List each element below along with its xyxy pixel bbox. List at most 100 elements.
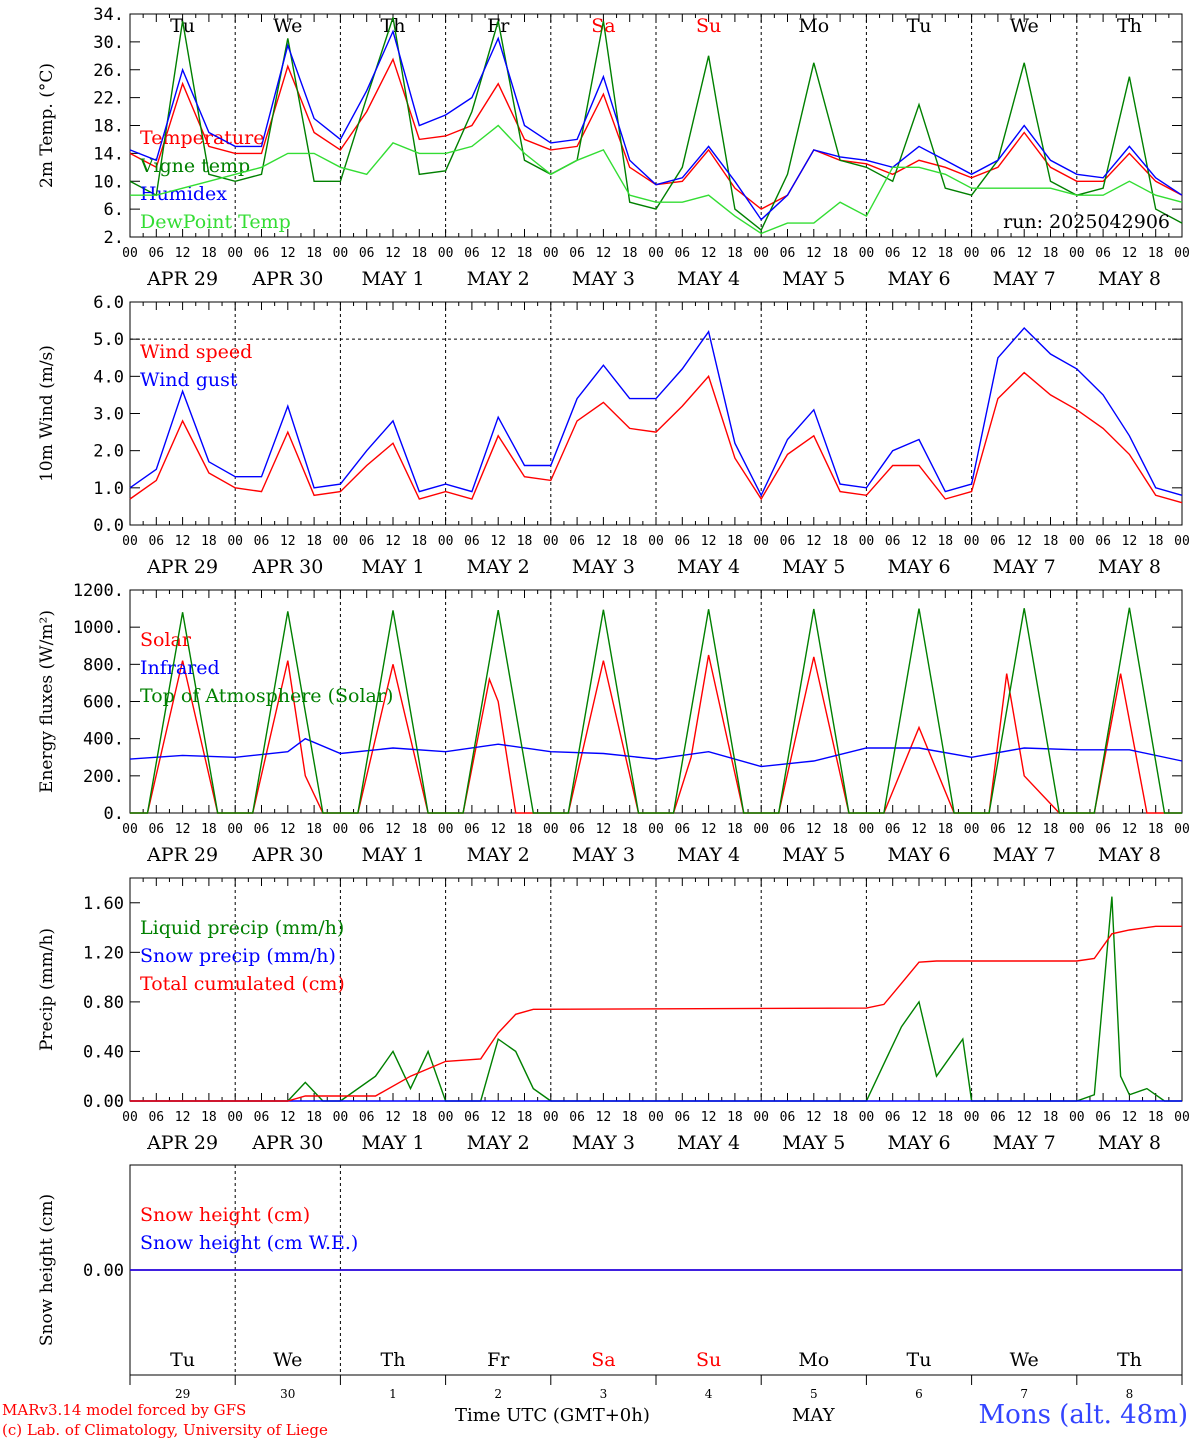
- series-line: [130, 124, 1183, 235]
- x-tick-label: 00: [438, 246, 454, 261]
- panel-4: 00 06 12 18 00 06 12 18 00 06 12 18 00 06 12 18 00 06 12 18…: [37, 877, 1190, 1154]
- x-tick-label: 00: [543, 822, 559, 837]
- x-tick-label: 12: [701, 534, 717, 549]
- x-tick-label: 18: [1043, 246, 1059, 261]
- x-tick-label: 12: [1016, 1110, 1032, 1125]
- x-tick-label: 12: [911, 822, 927, 837]
- x-tick-label: 18: [1148, 246, 1164, 261]
- x-tick-label: 18: [622, 246, 638, 261]
- x-tick-label: 00: [438, 1110, 454, 1125]
- x-tick-label: 06: [359, 1110, 375, 1125]
- day-name: Tu: [907, 15, 932, 37]
- footer-credits: MARv3.14 model forced by GFS (c) Lab. of…: [2, 1400, 328, 1440]
- date-label: APR 30: [251, 844, 323, 866]
- x-tick-label: 18: [411, 534, 427, 549]
- x-tick-label: 00: [227, 822, 243, 837]
- x-tick-label: 18: [832, 534, 848, 549]
- x-tick-label: 00: [964, 822, 980, 837]
- series-line: [130, 925, 1182, 1102]
- x-tick-label: 12: [806, 534, 822, 549]
- legend-entry: Top of Atmosphere (Solar): [140, 685, 393, 707]
- x-tick-label: 12: [701, 1110, 717, 1125]
- x-tick-label: 18: [201, 246, 217, 261]
- x-tick-label: 06: [464, 1110, 480, 1125]
- x-tick-label: 12: [280, 534, 296, 549]
- x-tick-label: 18: [306, 534, 322, 549]
- x-tick-label: 00: [1069, 1110, 1085, 1125]
- day-number: 7: [1020, 1387, 1028, 1401]
- x-tick-label: 06: [780, 822, 796, 837]
- x-tick-label: 06: [780, 1110, 796, 1125]
- date-label: MAY 3: [572, 268, 635, 290]
- legend-entry: Infrared: [140, 657, 220, 679]
- x-tick-label: 18: [201, 1110, 217, 1125]
- x-tick-label: 12: [806, 246, 822, 261]
- day-number: 4: [705, 1387, 713, 1401]
- x-tick-label: 06: [990, 534, 1006, 549]
- x-tick-label: 12: [490, 246, 506, 261]
- day-name: We: [1010, 1349, 1039, 1371]
- x-tick-label: 00: [333, 246, 349, 261]
- y-tick-label: 22.: [93, 89, 124, 109]
- date-label: MAY 8: [1098, 268, 1161, 290]
- series-line: [129, 17, 1183, 232]
- x-tick-label: 12: [1122, 246, 1138, 261]
- x-tick-label: 18: [937, 246, 953, 261]
- date-label: MAY 7: [993, 844, 1056, 866]
- x-tick-label: 12: [806, 1110, 822, 1125]
- x-tick-label: 18: [622, 534, 638, 549]
- x-tick-label: 00: [859, 534, 875, 549]
- date-label: MAY 6: [887, 1132, 950, 1154]
- date-label: MAY 8: [1098, 1132, 1161, 1154]
- x-tick-label: 18: [411, 1110, 427, 1125]
- x-tick-label: 00: [543, 1110, 559, 1125]
- x-tick-label: 06: [464, 534, 480, 549]
- x-tick-label: 06: [674, 246, 690, 261]
- x-tick-label: 00: [648, 534, 664, 549]
- date-label: MAY 6: [887, 844, 950, 866]
- date-label: MAY 5: [782, 1132, 845, 1154]
- x-tick-label: 06: [780, 534, 796, 549]
- x-tick-label: 00: [543, 246, 559, 261]
- x-tick-label: 06: [885, 1110, 901, 1125]
- x-tick-label: 18: [937, 822, 953, 837]
- x-tick-label: 06: [1095, 822, 1111, 837]
- x-tick-label: 12: [1122, 1110, 1138, 1125]
- y-axis-label: Precip (mm/h): [37, 928, 57, 1051]
- y-tick-label: 1.60: [83, 894, 124, 914]
- x-tick-label: 18: [306, 822, 322, 837]
- day-number: 30: [280, 1387, 295, 1401]
- x-tick-label: 06: [359, 822, 375, 837]
- x-tick-label: 00: [1174, 534, 1190, 549]
- date-label: APR 29: [146, 844, 218, 866]
- y-tick-label: 2.: [104, 228, 124, 248]
- legend-entry: Solar: [140, 629, 192, 651]
- x-tick-label: 00: [1069, 246, 1085, 261]
- y-axis-label: 10m Wind (m/s): [37, 345, 57, 482]
- day-name: Th: [381, 1349, 406, 1371]
- date-label: MAY 7: [993, 1132, 1056, 1154]
- panel-1: 00 06 12 18 00 06 12 18 00 06 12 18 00 06 12 18 00 06 12 18…: [37, 5, 1190, 290]
- date-label: MAY 1: [361, 1132, 424, 1154]
- date-label: MAY 4: [677, 268, 740, 290]
- x-tick-label: 06: [674, 822, 690, 837]
- day-number: 6: [915, 1387, 923, 1401]
- y-axis-label: Energy fluxes (W/m²): [37, 610, 57, 793]
- x-tick-label: 12: [280, 822, 296, 837]
- x-tick-label: 00: [1069, 534, 1085, 549]
- x-tick-label: 00: [227, 246, 243, 261]
- x-tick-label: 12: [596, 822, 612, 837]
- date-label: MAY 6: [887, 268, 950, 290]
- x-tick-label: 00: [122, 1110, 138, 1125]
- x-tick-label: 06: [1095, 534, 1111, 549]
- x-tick-label: 18: [1148, 1110, 1164, 1125]
- x-tick-label: 00: [1174, 246, 1190, 261]
- x-tick-label: 00: [859, 246, 875, 261]
- x-tick-label: 12: [596, 534, 612, 549]
- panel-5: Tu We Th Fr Sa Su Mo Tu We Th 29 30 1 2 3 4 5 6 7 8 0.00 Snow…: [37, 1164, 1183, 1401]
- x-tick-label: 00: [333, 1110, 349, 1125]
- x-tick-label: 00: [964, 1110, 980, 1125]
- x-tick-label: 06: [254, 822, 270, 837]
- x-tick-label: 12: [385, 822, 401, 837]
- date-label: MAY 3: [572, 556, 635, 578]
